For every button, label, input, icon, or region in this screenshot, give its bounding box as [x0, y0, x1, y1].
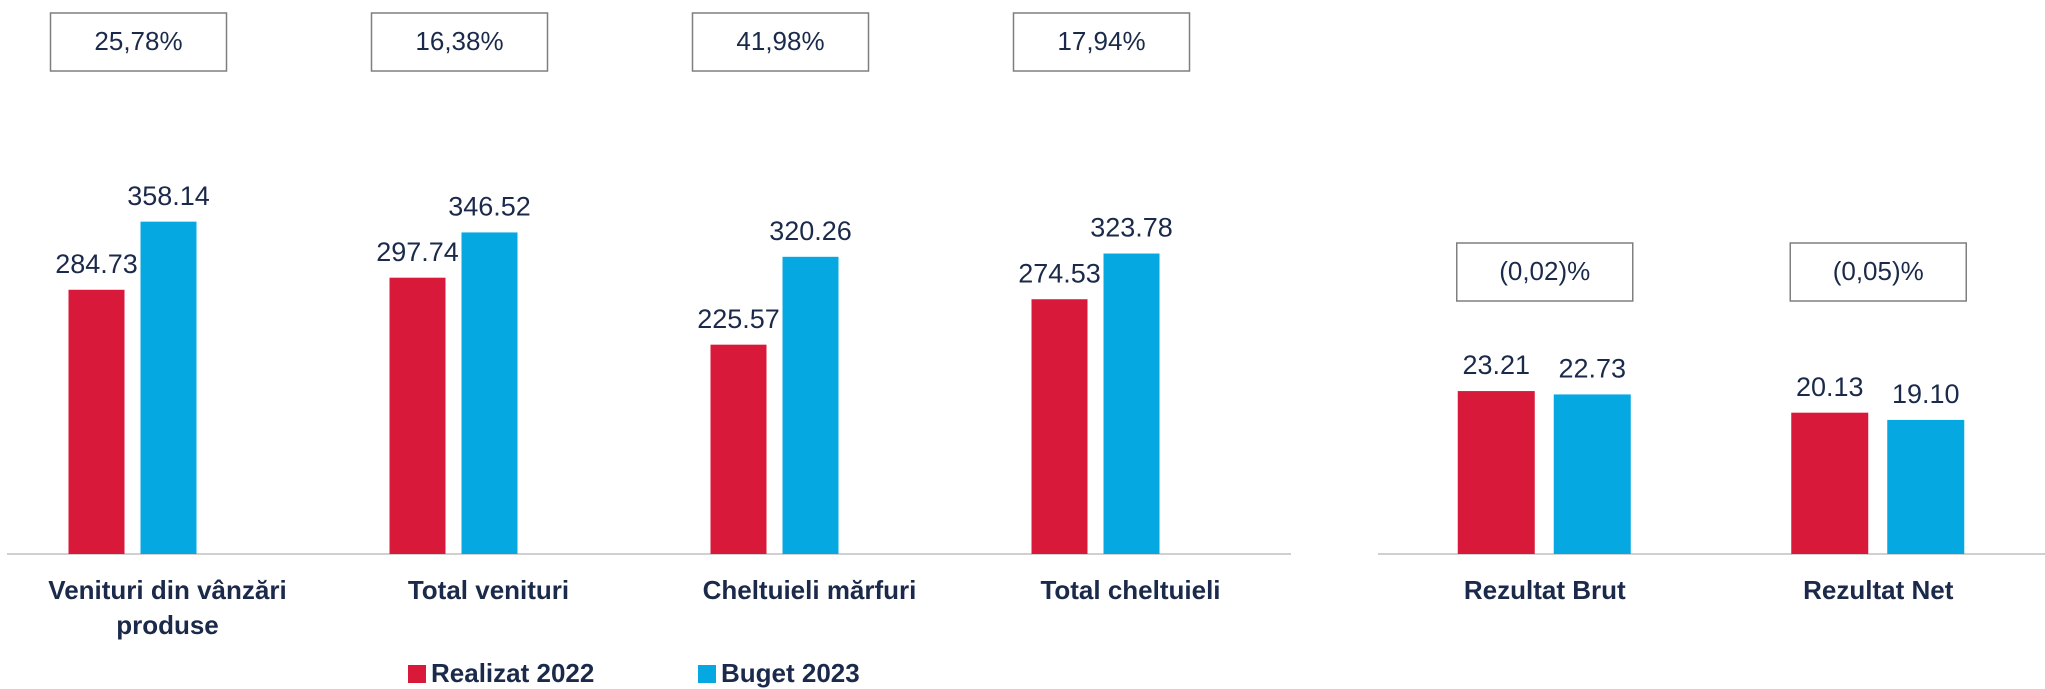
x-tick-label: Total cheltuieli [1040, 575, 1220, 605]
x-tick-label: Venituri din vânzări produse [48, 575, 286, 640]
data-label: 20.13 [1796, 372, 1864, 402]
data-label: 19.10 [1892, 379, 1960, 409]
data-label: 323.78 [1090, 213, 1173, 243]
data-label: 297.74 [376, 237, 459, 267]
bar [68, 289, 125, 554]
data-label: 274.53 [1018, 258, 1101, 288]
data-label: 225.57 [697, 304, 780, 334]
bar [1887, 419, 1965, 554]
bar [1791, 412, 1869, 554]
x-tick-label: Total venituri [408, 575, 569, 605]
annotation-box [49, 12, 228, 72]
x-tick-label: Cheltuieli mărfuri [703, 575, 917, 605]
bar [1103, 253, 1160, 554]
annotation-box [370, 12, 549, 72]
data-label: 346.52 [448, 192, 531, 222]
annotation: (0,02)% [1499, 256, 1590, 286]
annotation: 25,78% [94, 26, 182, 56]
legend-label: Realizat 2022 [431, 658, 594, 688]
annotation: 16,38% [415, 26, 503, 56]
bar [140, 221, 197, 555]
annotation: 17,94% [1057, 26, 1145, 56]
x-tick-label: Rezultat Brut [1464, 575, 1626, 605]
annotation: 41,98% [736, 26, 824, 56]
data-label: 358.14 [127, 181, 210, 211]
bar [461, 232, 518, 554]
x-tick-label-line: Venituri din vânzări [48, 575, 286, 605]
bar [1457, 391, 1535, 554]
x-tick-label: Rezultat Net [1803, 575, 1954, 605]
legend-swatch [408, 665, 426, 683]
data-label: 320.26 [769, 216, 852, 246]
bar [389, 277, 446, 554]
data-label: 23.21 [1462, 350, 1530, 380]
annotation-box [1012, 12, 1191, 72]
data-label: 284.73 [55, 249, 138, 279]
annotation-box [691, 12, 870, 72]
legend-label: Buget 2023 [721, 658, 860, 688]
annotation: (0,05)% [1833, 256, 1924, 286]
bar [1031, 299, 1088, 554]
x-tick-label-line: produse [116, 610, 219, 640]
bar [710, 344, 767, 554]
annotation-box [1789, 242, 1967, 302]
data-label: 22.73 [1558, 354, 1626, 384]
bar [1553, 394, 1631, 554]
bar [782, 256, 839, 554]
annotation-box [1456, 242, 1634, 302]
legend-swatch [698, 665, 716, 683]
